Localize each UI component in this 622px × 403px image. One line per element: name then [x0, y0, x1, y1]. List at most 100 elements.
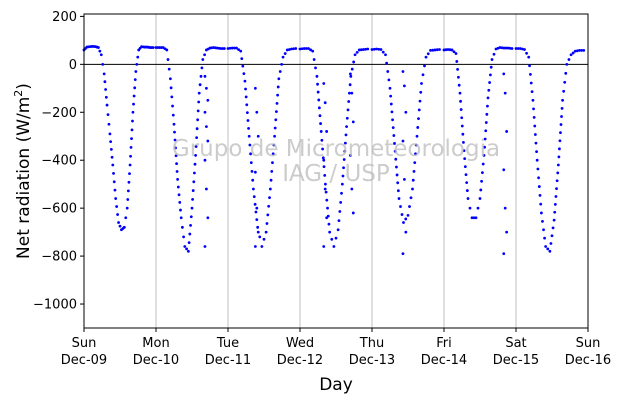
- data-point: [241, 64, 245, 68]
- data-point: [459, 99, 462, 103]
- data-point: [535, 150, 538, 154]
- data-point: [256, 230, 260, 234]
- data-point: [194, 154, 198, 157]
- data-point: [106, 113, 110, 117]
- data-point: [283, 52, 287, 55]
- data-point: [151, 46, 155, 49]
- data-point: [555, 187, 558, 191]
- data-point: [195, 127, 199, 131]
- data-point: [332, 245, 336, 248]
- data-point: [324, 182, 327, 186]
- data-point: [350, 91, 354, 95]
- data-point: [251, 178, 255, 182]
- data-point: [539, 202, 543, 206]
- data-point: [268, 187, 272, 191]
- data-point: [562, 89, 566, 93]
- data-point: [116, 213, 119, 216]
- data-point: [111, 163, 115, 167]
- data-point: [391, 126, 395, 130]
- data-point: [300, 47, 304, 51]
- data-point: [183, 245, 187, 248]
- watermark: Grupo de Micrometeorologia IAG / USP: [172, 136, 500, 187]
- data-point: [337, 219, 341, 223]
- y-tick-label: 200: [52, 10, 77, 25]
- data-point: [325, 130, 329, 133]
- data-point: [429, 49, 432, 52]
- data-point: [104, 95, 108, 99]
- data-point: [433, 48, 437, 52]
- data-point: [165, 48, 169, 52]
- data-point: [414, 152, 417, 156]
- data-point: [481, 171, 484, 175]
- x-tick-date-label: Dec-11: [205, 353, 251, 368]
- data-point: [292, 47, 296, 51]
- data-point: [502, 46, 506, 50]
- x-tick-date-label: Dec-10: [133, 353, 179, 368]
- data-point: [132, 94, 136, 98]
- data-point: [343, 141, 347, 145]
- data-point: [136, 55, 140, 59]
- data-point: [345, 125, 348, 129]
- data-point: [338, 210, 342, 213]
- data-point: [357, 48, 361, 52]
- data-point: [203, 245, 207, 248]
- data-point: [107, 122, 111, 126]
- data-point: [126, 198, 130, 201]
- data-point: [396, 189, 400, 193]
- data-point: [173, 130, 176, 134]
- data-point: [199, 74, 203, 78]
- data-point: [128, 163, 132, 167]
- data-point: [483, 137, 487, 141]
- data-point: [315, 74, 319, 78]
- data-point: [203, 158, 207, 162]
- data-point: [197, 91, 201, 95]
- data-point: [322, 245, 326, 248]
- data-point: [192, 180, 196, 184]
- data-point: [454, 52, 458, 55]
- data-point: [403, 177, 406, 181]
- data-point: [288, 48, 291, 51]
- data-point: [476, 206, 480, 210]
- data-point: [272, 143, 276, 147]
- data-point: [484, 129, 488, 133]
- data-point: [435, 48, 439, 52]
- data-point: [245, 111, 249, 115]
- data-point: [472, 216, 476, 220]
- data-point: [377, 47, 381, 51]
- data-point: [309, 48, 312, 52]
- data-point: [129, 154, 132, 158]
- data-point: [353, 53, 357, 57]
- data-point: [569, 53, 573, 57]
- data-point: [264, 230, 268, 234]
- data-point: [189, 224, 192, 227]
- data-point: [99, 53, 103, 57]
- data-point: [571, 51, 575, 55]
- data-point: [124, 216, 128, 220]
- data-point: [400, 213, 404, 216]
- data-point: [364, 47, 368, 51]
- data-point: [388, 86, 392, 90]
- x-tick-date-label: Dec-14: [421, 353, 467, 368]
- data-point: [206, 216, 210, 220]
- data-point: [322, 165, 326, 169]
- data-point: [573, 49, 577, 53]
- data-point: [366, 47, 370, 51]
- data-point: [294, 47, 298, 50]
- data-point: [520, 47, 524, 51]
- data-point: [267, 204, 271, 208]
- data-point: [362, 48, 365, 51]
- data-point: [470, 216, 474, 220]
- data-point: [255, 206, 259, 210]
- data-point: [393, 142, 396, 145]
- data-point: [351, 120, 355, 124]
- data-point: [122, 225, 126, 229]
- data-point: [540, 211, 543, 215]
- y-tick-label: 0: [69, 58, 77, 73]
- data-point: [355, 50, 359, 54]
- data-point: [280, 62, 284, 66]
- data-point: [525, 51, 528, 55]
- data-point: [349, 74, 353, 78]
- data-point: [554, 195, 558, 198]
- data-point: [266, 213, 270, 217]
- data-point: [389, 102, 393, 106]
